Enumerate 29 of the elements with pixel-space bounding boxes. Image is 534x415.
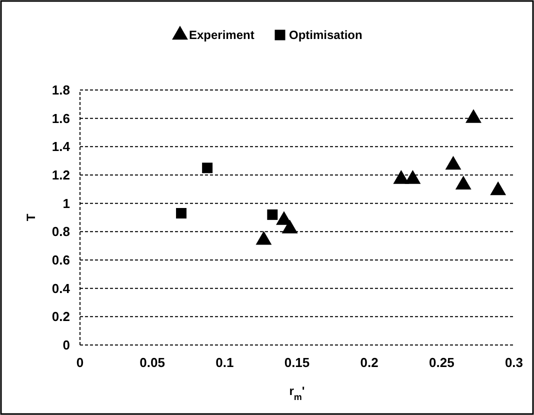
y-tick-label: 1.2 xyxy=(52,168,70,183)
y-tick-label: 0.4 xyxy=(52,280,71,296)
x-axis-title: r$_{m}$' xyxy=(289,384,305,402)
point xyxy=(404,170,421,184)
point xyxy=(256,230,272,245)
x-tick-label: 0.25 xyxy=(429,355,454,370)
point xyxy=(466,109,482,123)
x-tick-label: 0.2 xyxy=(360,355,378,370)
point xyxy=(455,176,472,190)
legend-label: Experiment xyxy=(189,28,254,42)
y-tick-label: 0.2 xyxy=(52,309,70,324)
y-tick-label: 1.4 xyxy=(52,139,71,154)
y-tick-label: 1.6 xyxy=(52,110,70,126)
x-tick-label: 0.05 xyxy=(140,355,165,370)
point xyxy=(490,181,506,196)
x-tick-label: 0.1 xyxy=(216,355,234,370)
y-tick-label: 1 xyxy=(62,196,70,211)
x-tick-label: 0 xyxy=(76,355,84,370)
point xyxy=(445,156,462,170)
point xyxy=(393,170,410,184)
y-tick-label: 0.6 xyxy=(52,252,70,268)
x-tick-label: 0.15 xyxy=(284,355,310,370)
x-tick-label: 0.3 xyxy=(504,355,524,370)
y-tick-label: 0.8 xyxy=(52,224,70,240)
y-tick-label: 0 xyxy=(62,338,70,353)
point xyxy=(282,220,298,234)
y-tick-label: 1.8 xyxy=(52,82,70,98)
legend-label: Optimisation xyxy=(289,28,362,42)
y-axis-title: T xyxy=(24,213,38,222)
